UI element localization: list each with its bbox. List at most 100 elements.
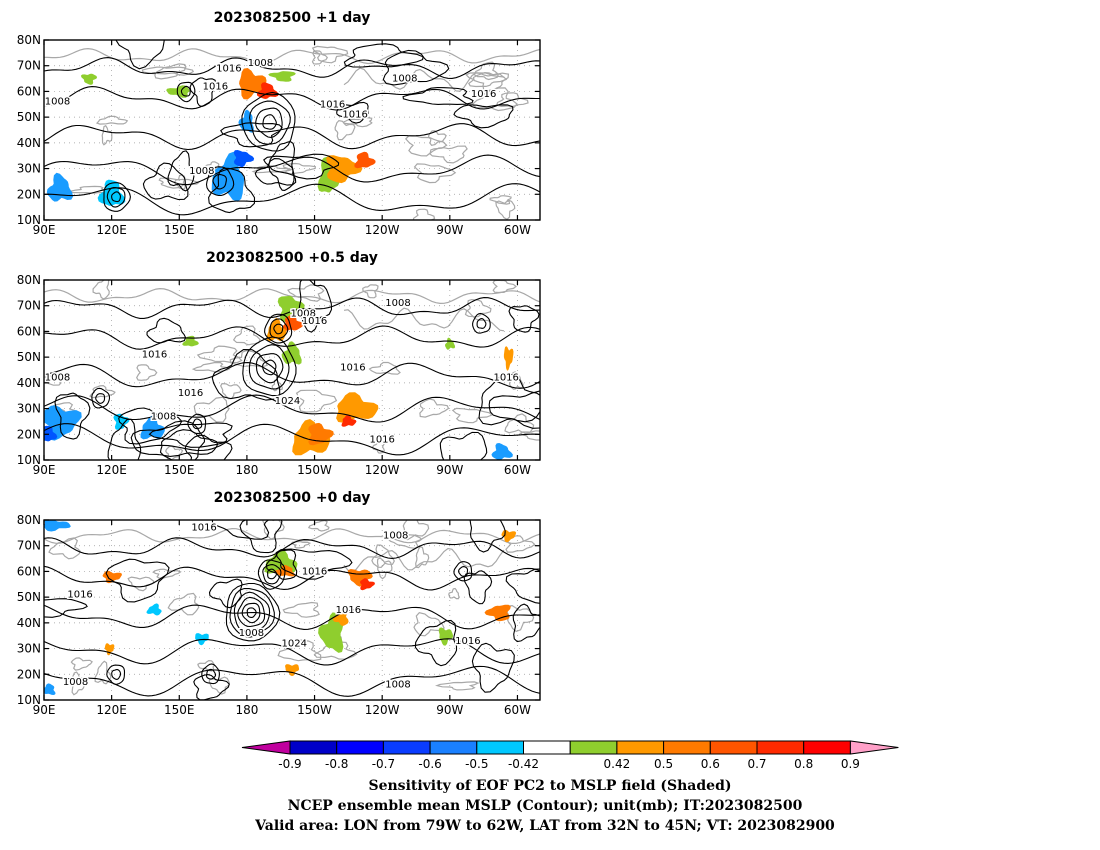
negative-sensitivity-patch xyxy=(44,520,71,532)
colorbar-tick-label: -0.6 xyxy=(418,757,441,771)
positive-sensitivity-patch xyxy=(503,346,514,371)
pressure-centre xyxy=(187,413,207,434)
colorbar-tick-label: 0.7 xyxy=(747,757,766,771)
contour-label: 1016 xyxy=(216,63,241,74)
colorbar-segment xyxy=(476,740,524,755)
isobars xyxy=(44,280,540,460)
lon-tick-label: 120E xyxy=(96,223,127,237)
contour-label: 1008 xyxy=(248,58,273,69)
map-frame xyxy=(43,39,541,221)
contour-label: 1016 xyxy=(455,636,480,647)
pressure-centre xyxy=(106,664,126,685)
negative-sensitivity-patch xyxy=(97,179,126,206)
pressure-centre xyxy=(201,663,220,685)
contour-label: 1016 xyxy=(67,590,92,601)
contour-label: 1016 xyxy=(302,316,327,327)
colorbar-segment xyxy=(382,740,431,755)
lat-tick-label: 20N xyxy=(17,187,41,201)
lon-tick-label: 180 xyxy=(235,463,258,477)
contour-label: 1016 xyxy=(369,434,394,445)
colorbar-tick-label: 0.42 xyxy=(604,757,631,771)
lat-tick-label: 20N xyxy=(17,667,41,681)
pressure-centre xyxy=(257,559,286,590)
pressure-centre xyxy=(103,182,131,212)
lon-tick-label: 180 xyxy=(235,703,258,717)
positive-sensitivity-patch xyxy=(341,414,357,427)
colorbar-segment xyxy=(289,740,338,755)
positive-sensitivity-patch xyxy=(360,578,375,591)
pressure-centre xyxy=(472,312,491,334)
pressure-centre xyxy=(205,166,235,197)
positive-sensitivity-patch xyxy=(80,73,98,85)
sensitivity-shading xyxy=(44,520,517,695)
colorbar-tick-label: 0.9 xyxy=(841,757,860,771)
lat-tick-label: 60N xyxy=(17,324,41,338)
lat-tick-label: 50N xyxy=(17,350,41,364)
contour-label: 1016 xyxy=(142,350,167,361)
lat-tick-label: 10N xyxy=(17,453,41,467)
lon-tick-label: 150W xyxy=(297,463,332,477)
lon-tick-label: 90W xyxy=(436,223,463,237)
positive-sensitivity-patch xyxy=(438,627,454,646)
contour-label: 1016 xyxy=(178,388,203,399)
positive-sensitivity-patch xyxy=(268,71,296,82)
colorbar-segment xyxy=(663,740,711,755)
contour-label: 1008 xyxy=(291,308,316,319)
lon-tick-label: 90E xyxy=(33,703,56,717)
lat-tick-label: 50N xyxy=(17,590,41,604)
panel-title: 2023082500 +1 day xyxy=(214,10,371,26)
lat-tick-label: 70N xyxy=(17,299,41,313)
caption-line-3: Valid area: LON from 79W to 62W, LAT fro… xyxy=(254,818,835,834)
pressure-centre xyxy=(225,582,281,642)
colorbar: -0.9 -0.8 -0.7 -0.6 -0.5 -0.42 0.42 0.5 0.6 0.7 0.… xyxy=(241,740,899,771)
lat-tick-label: 40N xyxy=(17,136,41,150)
map-frame xyxy=(43,279,541,461)
negative-sensitivity-patch xyxy=(233,150,255,168)
colorbar-segment xyxy=(523,740,571,755)
colorbar-tick-label: -0.5 xyxy=(465,757,488,771)
caption-line-2: NCEP ensemble mean MSLP (Contour); unit(… xyxy=(288,798,803,814)
contour-label: 1024 xyxy=(275,396,300,407)
colorbar-tick-label: 0.6 xyxy=(701,757,720,771)
colorbar-low-arrow xyxy=(241,740,291,755)
isobars xyxy=(44,40,540,216)
lat-tick-label: 60N xyxy=(17,564,41,578)
colorbar-segment xyxy=(616,740,665,755)
lon-tick-label: 90E xyxy=(33,223,56,237)
lat-tick-label: 60N xyxy=(17,84,41,98)
contour-label: 1016 xyxy=(302,566,327,577)
contour-label: 1016 xyxy=(336,605,361,616)
contour-label: 1016 xyxy=(340,362,365,373)
lat-tick-label: 30N xyxy=(17,402,41,416)
colorbar-segment xyxy=(803,740,851,755)
map-area: 1008101610161008100810161016102410081016… xyxy=(44,280,540,460)
lat-tick-label: 10N xyxy=(17,213,41,227)
positive-sensitivity-patch xyxy=(326,155,363,184)
coastlines xyxy=(44,45,540,220)
lat-tick-label: 70N xyxy=(17,539,41,553)
negative-sensitivity-patch xyxy=(113,413,130,430)
lon-tick-label: 120W xyxy=(365,463,400,477)
contour-label: 1016 xyxy=(203,81,228,92)
lon-tick-label: 60W xyxy=(504,703,531,717)
isobars xyxy=(44,520,540,700)
lat-tick-label: 30N xyxy=(17,162,41,176)
lat-tick-label: 80N xyxy=(17,273,41,287)
colorbar-tick-label: 0.5 xyxy=(654,757,673,771)
panel-title: 2023082500 +0.5 day xyxy=(206,250,378,266)
lon-tick-label: 60W xyxy=(504,223,531,237)
lon-tick-label: 90E xyxy=(33,463,56,477)
map-panel-1: 2023082500 +0.5 day100810161016100810081… xyxy=(17,250,541,477)
lon-tick-label: 120W xyxy=(365,223,400,237)
positive-sensitivity-patch xyxy=(102,570,122,584)
colorbar-segment xyxy=(709,740,758,755)
lat-tick-label: 10N xyxy=(17,693,41,707)
map-panel-0: 2023082500 +1 day10081016101610081008101… xyxy=(17,10,541,237)
lat-tick-label: 80N xyxy=(17,513,41,527)
map-area: 1016 1016 1008 1016 1008 1024 1016 1016 1008 1008 xyxy=(44,520,540,700)
contour-label: 1016 xyxy=(493,373,518,384)
lon-tick-label: 150E xyxy=(164,463,195,477)
lon-tick-label: 150E xyxy=(164,703,195,717)
